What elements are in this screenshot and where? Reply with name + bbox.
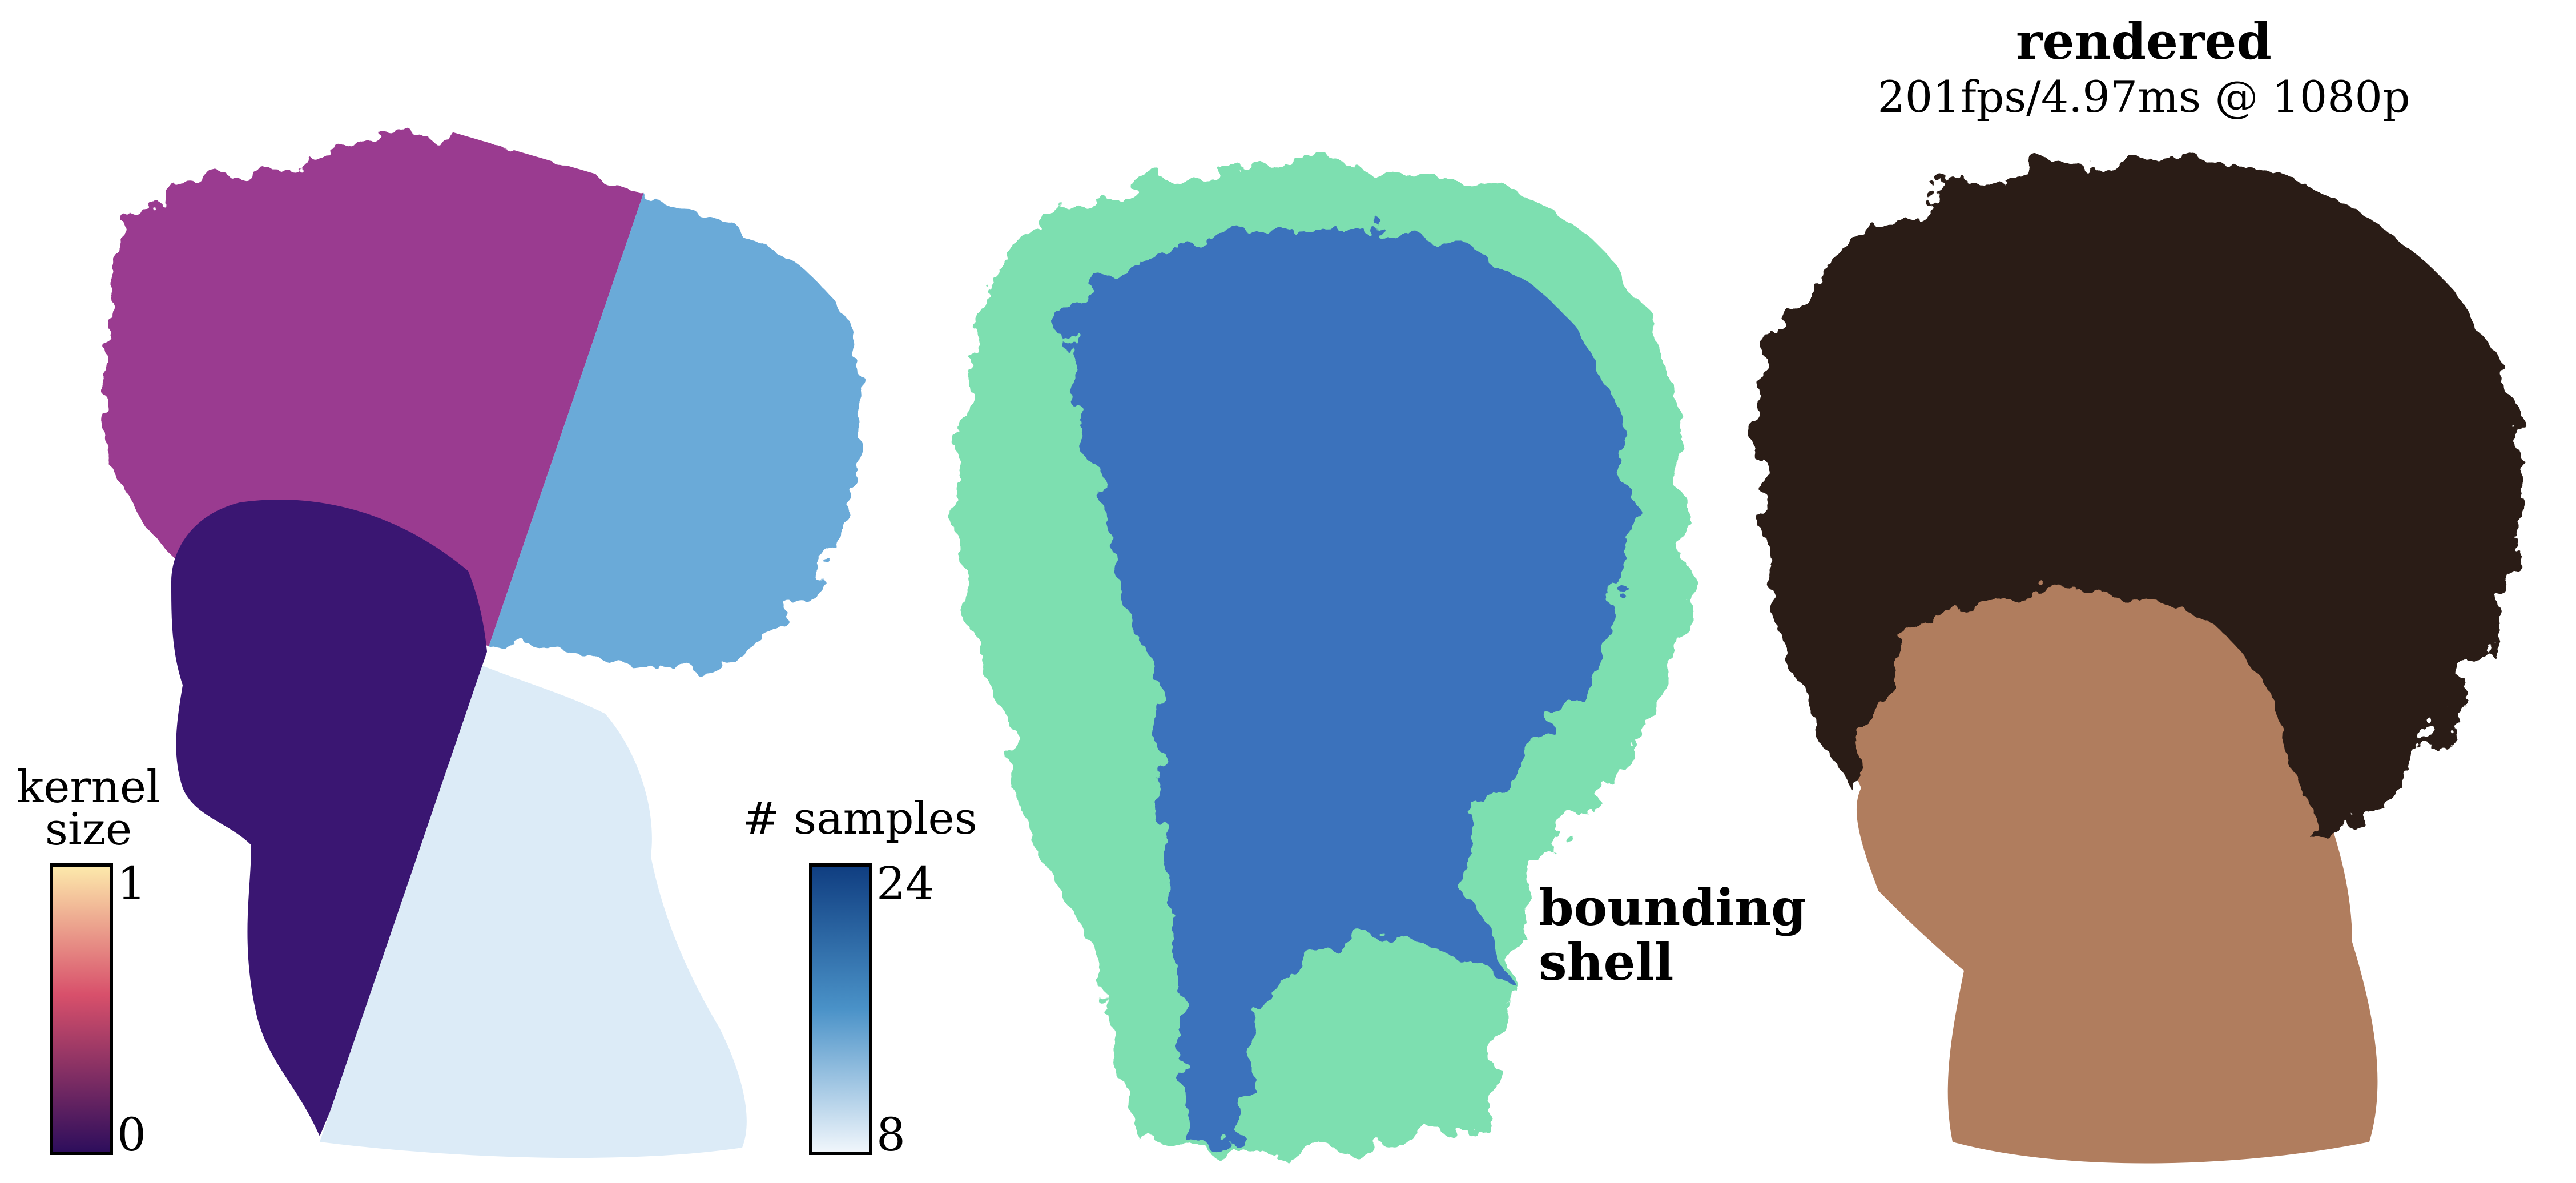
samples-min-label: 8 bbox=[876, 1108, 905, 1161]
kernel-min-label: 0 bbox=[117, 1108, 146, 1161]
inner-cutaway bbox=[1062, 228, 1630, 1148]
bounding-shell-line2: shell bbox=[1539, 932, 1674, 992]
rendered-head bbox=[1757, 158, 2524, 1164]
kernel-size-title: kernel size bbox=[11, 765, 166, 852]
samples-title: # samples bbox=[742, 793, 977, 844]
kernel-max-label: 1 bbox=[117, 857, 146, 910]
kernel-size-colorbar bbox=[50, 863, 113, 1155]
kernel-face bbox=[171, 500, 489, 1136]
left-head-visualization bbox=[101, 135, 862, 1158]
kernel-title-line2: size bbox=[45, 804, 132, 855]
samples-max-label: 24 bbox=[876, 857, 935, 910]
rendered-skin bbox=[1853, 509, 2378, 1164]
rendered-subtitle: 201fps/4.97ms @ 1080p bbox=[1877, 71, 2410, 122]
bounding-shell-line1: bounding bbox=[1539, 878, 1806, 937]
bounding-shell-visualization bbox=[959, 163, 1685, 1154]
rendered-title: rendered bbox=[2016, 11, 2272, 71]
rendered-hair bbox=[1757, 158, 2524, 839]
bounding-shell-label: bounding shell bbox=[1539, 882, 1806, 987]
samples-colorbar bbox=[809, 863, 872, 1155]
kernel-size-half bbox=[101, 135, 645, 1136]
kernel-title-line1: kernel bbox=[16, 762, 161, 813]
